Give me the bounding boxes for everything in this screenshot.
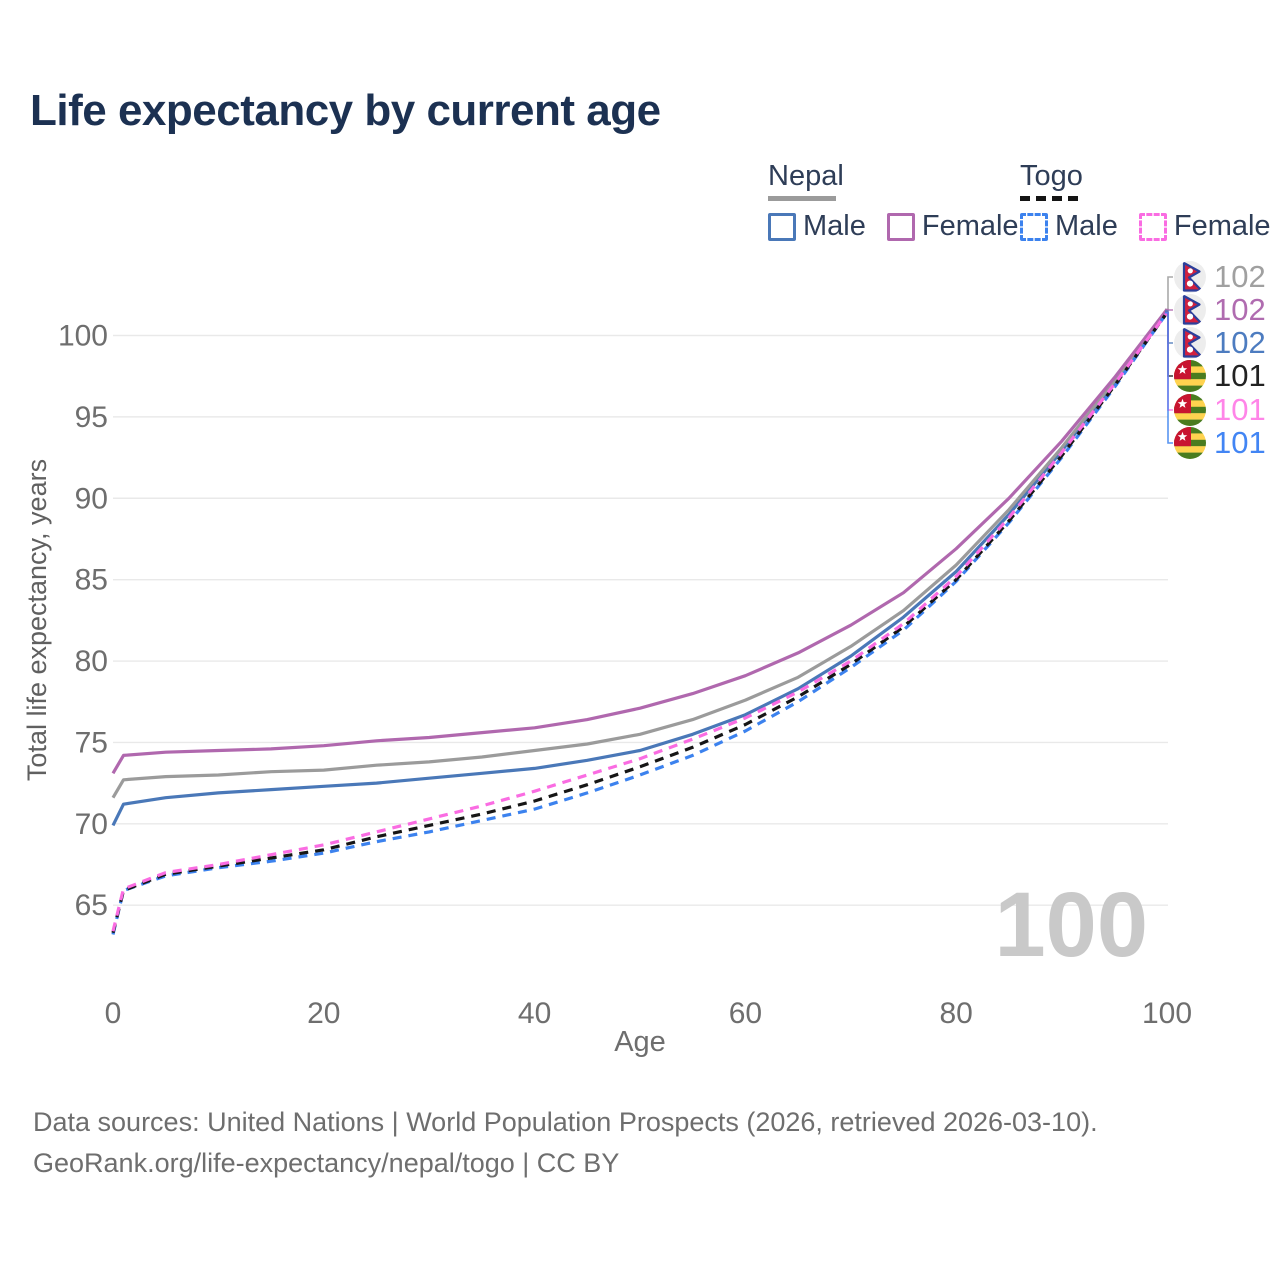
legend-group-nepal: Nepal Male Female <box>768 160 1040 243</box>
series-line-nepal-both-sexes[interactable] <box>111 308 1169 799</box>
series-line-nepal-male[interactable] <box>111 310 1169 827</box>
series-line-togo-both-sexes[interactable] <box>111 311 1169 934</box>
x-tick-label-0: 0 <box>105 997 122 1030</box>
x-tick-label-60: 60 <box>729 997 762 1030</box>
x-tick-label-20: 20 <box>307 997 340 1030</box>
legend-item-nepal-female[interactable]: Female <box>886 210 1019 243</box>
page-title: Life expectancy by current age <box>30 86 661 135</box>
end-value-label-togo-female: 101 <box>1214 392 1266 427</box>
end-value-label-togo-both-sexes: 101 <box>1214 358 1266 393</box>
nepal-flag-icon <box>1174 294 1206 326</box>
y-tick-label-80: 80 <box>75 645 108 678</box>
y-tick-label-90: 90 <box>75 482 108 515</box>
x-tick-label-80: 80 <box>940 997 973 1030</box>
y-axis-title: Total life expectancy, years <box>22 459 52 781</box>
legend-item-togo-male[interactable]: Male <box>1020 210 1118 243</box>
y-tick-label-75: 75 <box>75 726 108 759</box>
y-tick-label-100: 100 <box>58 320 108 353</box>
y-tick-label-85: 85 <box>75 564 108 597</box>
leader-line-togo-female <box>1165 311 1173 411</box>
leader-line-nepal-both-sexes <box>1165 276 1173 311</box>
legend-country-nepal: Nepal <box>768 160 844 192</box>
nepal-solid-line-swatch <box>768 196 836 201</box>
legend-item-nepal-male[interactable]: Male <box>768 210 866 243</box>
series-line-togo-male[interactable] <box>111 311 1169 935</box>
leader-line-togo-both-sexes <box>1165 311 1173 377</box>
y-tick-label-95: 95 <box>75 401 108 434</box>
nepal-flag-icon <box>1174 327 1206 359</box>
y-tick-label-65: 65 <box>75 889 108 922</box>
legend-items-togo: Male Female <box>1020 210 1280 243</box>
togo-flag-icon <box>1174 394 1206 426</box>
end-value-label-nepal-female: 102 <box>1214 292 1266 327</box>
end-value-label-nepal-both-sexes: 102 <box>1214 259 1266 294</box>
nepal-female-swatch[interactable] <box>886 212 915 241</box>
age-counter-watermark: 100 <box>995 874 1149 976</box>
legend-label-nepal-female: Female <box>921 210 1019 242</box>
end-value-label-togo-male: 101 <box>1214 425 1266 460</box>
x-axis-title: Age <box>614 1026 666 1058</box>
series-line-nepal-female[interactable] <box>111 308 1169 775</box>
leader-line-togo-male <box>1165 311 1173 444</box>
legend-item-togo-female[interactable]: Female <box>1138 210 1271 243</box>
legend-label-nepal-male: Male <box>803 210 866 242</box>
legend-label-togo-female: Female <box>1173 210 1271 242</box>
legend-group-togo: Togo Male Female <box>1020 160 1280 243</box>
y-tick-label-70: 70 <box>75 808 108 841</box>
source-footer: Data sources: United Nations | World Pop… <box>33 1102 1098 1184</box>
togo-dashed-line-swatch <box>1020 196 1078 201</box>
end-value-label-nepal-male: 102 <box>1214 325 1266 360</box>
togo-female-swatch[interactable] <box>1138 212 1167 241</box>
x-tick-label-100: 100 <box>1142 997 1192 1030</box>
togo-flag-icon <box>1174 427 1206 459</box>
series-line-togo-female[interactable] <box>111 311 1169 932</box>
legend-country-togo: Togo <box>1020 160 1083 192</box>
togo-male-swatch[interactable] <box>1020 212 1048 241</box>
data-sources-line: Data sources: United Nations | World Pop… <box>33 1107 1098 1137</box>
legend-label-togo-male: Male <box>1055 210 1118 242</box>
x-tick-label-40: 40 <box>518 997 551 1030</box>
legend-items-nepal: Male Female <box>768 210 1040 243</box>
togo-flag-icon <box>1174 360 1206 392</box>
nepal-male-swatch[interactable] <box>768 212 796 241</box>
leader-line-nepal-female <box>1165 308 1173 311</box>
attribution-line: GeoRank.org/life-expectancy/nepal/togo |… <box>33 1148 620 1178</box>
nepal-flag-icon <box>1174 261 1206 293</box>
